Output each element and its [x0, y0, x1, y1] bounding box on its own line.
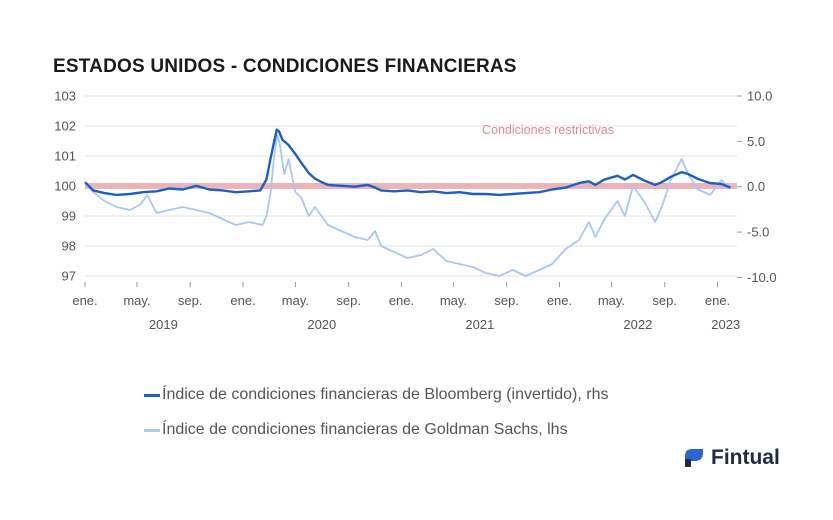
fintual-logo-icon — [685, 449, 703, 467]
restrictive-annotation: Condiciones restrictivas — [482, 123, 614, 137]
legend-label-goldman: Índice de condiciones financieras de Gol… — [162, 421, 568, 438]
series-line-bloomberg — [84, 128, 731, 197]
y-left-tick-label: 103 — [54, 89, 76, 104]
x-year-label: 2021 — [465, 317, 494, 332]
restrictive-band-rect — [85, 183, 737, 189]
x-tick-label: sep. — [494, 293, 519, 308]
x-tick-label: may. — [123, 293, 150, 308]
y-left-tick-label: 102 — [54, 119, 76, 134]
x-year-label: 2023 — [711, 317, 740, 332]
x-tick-label: sep. — [178, 293, 203, 308]
y-left-tick-label: 101 — [54, 149, 76, 164]
y-right-tick-label: -10.0 — [747, 270, 777, 285]
x-year-label: 2020 — [307, 317, 336, 332]
x-tick-label: ene. — [72, 293, 97, 308]
series-line-goldman — [84, 134, 732, 277]
y-axis-left: 103 102 101 100 99 98 97 — [54, 89, 76, 284]
legend-item-bloomberg: Índice de condiciones financieras de Blo… — [144, 386, 608, 404]
y-left-tick-label: 97 — [62, 269, 76, 284]
y-left-tick-label: 98 — [62, 239, 76, 254]
restrictive-band — [85, 183, 737, 189]
brand-logo: Fintual — [683, 446, 780, 470]
x-tick-label: may. — [440, 293, 467, 308]
x-tick-label: ene. — [547, 293, 572, 308]
x-year-label: 2019 — [149, 317, 178, 332]
legend-swatch-goldman — [144, 428, 160, 432]
legend-item-goldman: Índice de condiciones financieras de Gol… — [144, 421, 568, 439]
x-tick-label: sep. — [652, 293, 677, 308]
x-year-label: 2022 — [623, 317, 652, 332]
x-tick-label: may. — [282, 293, 309, 308]
legend-swatch-bloomberg — [144, 393, 160, 397]
x-tick-label: may. — [598, 293, 625, 308]
x-axis: ene. may. sep. ene. may. sep. ene. may. sep. ene.… — [72, 282, 740, 332]
series-lines — [84, 128, 732, 277]
x-tick-label: sep. — [336, 293, 361, 308]
chart-title: ESTADOS UNIDOS - CONDICIONES FINANCIERAS — [53, 56, 517, 77]
x-tick-label: ene. — [389, 293, 414, 308]
legend-label-bloomberg: Índice de condiciones financieras de Blo… — [162, 386, 609, 403]
y-right-tick-label: 5.0 — [747, 134, 765, 149]
y-right-tick-label: 10.0 — [747, 89, 772, 104]
x-tick-label: ene. — [705, 293, 730, 308]
x-tick-label: ene. — [230, 293, 255, 308]
y-right-tick-label: -5.0 — [747, 225, 769, 240]
brand-name: Fintual — [711, 446, 780, 469]
y-left-tick-label: 100 — [54, 179, 76, 194]
y-left-tick-label: 99 — [62, 209, 76, 224]
y-axis-right: 10.0 5.0 0.0 -5.0 -10.0 — [737, 89, 777, 285]
y-right-tick-label: 0.0 — [747, 179, 765, 194]
